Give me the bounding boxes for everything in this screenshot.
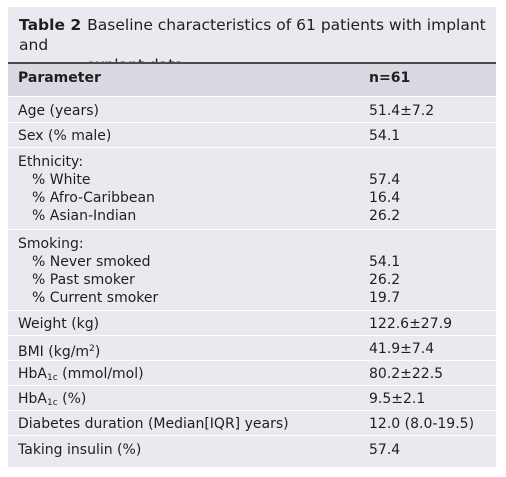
table-label: Table 2	[19, 16, 82, 34]
sub-row-label: % Asian-Indian	[32, 208, 137, 224]
row-label: BMI (kg/m2)	[18, 340, 101, 360]
row-value: 80.2±22.5	[369, 366, 444, 382]
table-title-line1: Baseline characteristics of 61 patients …	[19, 16, 486, 54]
hba1c-label-end: (%)	[57, 391, 87, 407]
table-card: Table 2 Baseline characteristics of 61 pa…	[8, 7, 496, 467]
hba1c-label-sub: 1c	[47, 398, 58, 408]
bmi-label-sup: 2	[89, 344, 95, 354]
sub-row-value: 57.4	[369, 172, 401, 188]
row-value: 41.9±7.4	[369, 341, 435, 357]
hba1c-label-sub: 1c	[47, 373, 58, 383]
table-row-hba1c-mmol: HbA1c (mmol/mol) 80.2±22.5	[8, 360, 496, 386]
row-value: 12.0 (8.0-19.5)	[369, 416, 475, 432]
sub-row-label: % Current smoker	[32, 290, 159, 306]
row-label: HbA1c (mmol/mol)	[18, 365, 144, 383]
row-label: Age (years)	[18, 103, 99, 119]
row-value: 54.1	[369, 128, 401, 144]
sub-row-label: % White	[32, 172, 91, 188]
hba1c-label-main: HbA	[18, 366, 47, 382]
table-top-rule	[8, 62, 496, 64]
sub-row-value: 26.2	[369, 272, 401, 288]
row-label: HbA1c (%)	[18, 390, 86, 408]
sub-row-value: 54.1	[369, 254, 401, 270]
column-header-n: n=61	[369, 70, 411, 86]
sub-row-value: 16.4	[369, 190, 401, 206]
table-row-bmi: BMI (kg/m2) 41.9±7.4	[8, 335, 496, 361]
sub-row-label: % Past smoker	[32, 272, 135, 288]
row-label: Taking insulin (%)	[18, 442, 142, 458]
table-row-hba1c-pct: HbA1c (%) 9.5±2.1	[8, 385, 496, 411]
table-row-insulin: Taking insulin (%) 57.4	[8, 435, 496, 464]
hba1c-label-end: (mmol/mol)	[57, 366, 144, 382]
table-row-smoking: Smoking: % Never smoked 54.1 % Past smok…	[8, 229, 496, 311]
row-label: Ethnicity:	[18, 154, 84, 170]
table-header-row: Parameter n=61	[8, 64, 496, 96]
sub-row-value: 26.2	[369, 208, 401, 224]
row-label: Smoking:	[18, 236, 84, 252]
row-value: 9.5±2.1	[369, 391, 426, 407]
table-row-sex: Sex (% male) 54.1	[8, 122, 496, 148]
sub-row-label: % Never smoked	[32, 254, 151, 270]
row-label: Sex (% male)	[18, 128, 112, 144]
hba1c-label-main: HbA	[18, 391, 47, 407]
row-value: 57.4	[369, 442, 401, 458]
row-value: 122.6±27.9	[369, 316, 452, 332]
row-label: Weight (kg)	[18, 316, 100, 332]
row-value: 51.4±7.2	[369, 103, 435, 119]
table-row-diabetes-duration: Diabetes duration (Median[IQR] years) 12…	[8, 410, 496, 436]
bmi-label-main: BMI (kg/m	[18, 344, 90, 360]
table-row-weight: Weight (kg) 122.6±27.9	[8, 310, 496, 336]
sub-row-value: 19.7	[369, 290, 401, 306]
bmi-label-end: )	[94, 344, 101, 360]
sub-row-label: % Afro-Caribbean	[32, 190, 155, 206]
table-row-ethnicity: Ethnicity: % White 57.4 % Afro-Caribbean…	[8, 147, 496, 230]
table-row-age: Age (years) 51.4±7.2	[8, 96, 496, 123]
column-header-parameter: Parameter	[18, 70, 101, 86]
row-label: Diabetes duration (Median[IQR] years)	[18, 416, 289, 432]
